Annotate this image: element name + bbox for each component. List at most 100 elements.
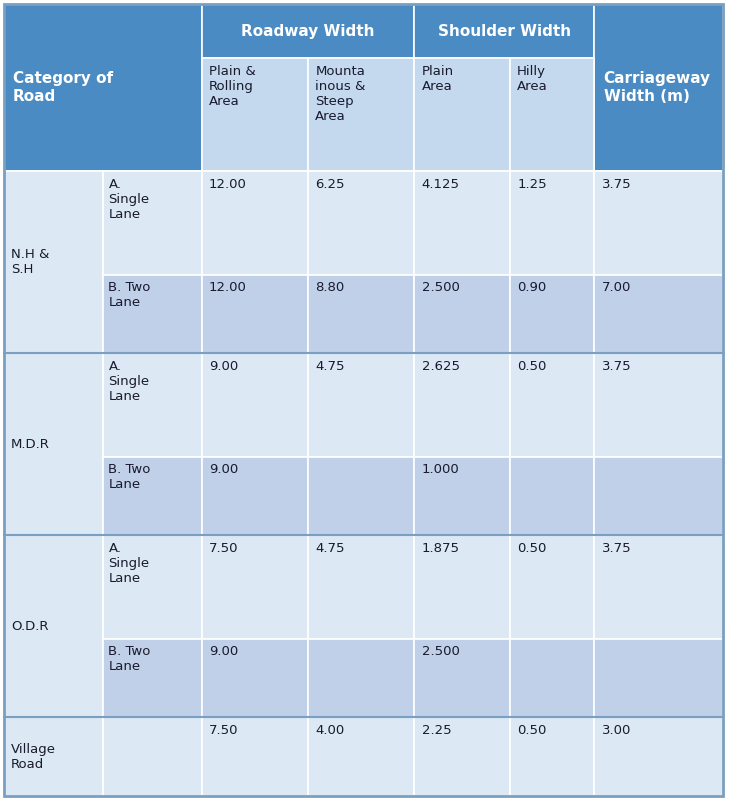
Text: 12.00: 12.00 [209, 178, 247, 190]
Bar [594, 354, 723, 457]
Bar [202, 58, 308, 171]
Text: A.
Single
Lane: A. Single Lane [108, 360, 150, 402]
Text: 2.25: 2.25 [422, 724, 451, 737]
Bar [102, 274, 202, 354]
Bar [4, 4, 202, 171]
Text: 0.50: 0.50 [517, 724, 547, 737]
Bar [202, 171, 308, 274]
Text: A.
Single
Lane: A. Single Lane [108, 178, 150, 221]
Bar [594, 457, 723, 535]
Text: 7.50: 7.50 [209, 542, 239, 554]
Bar [510, 535, 594, 638]
Text: B. Two
Lane: B. Two Lane [108, 281, 151, 309]
Bar [102, 457, 202, 535]
Bar [414, 58, 510, 171]
Bar [202, 638, 308, 718]
Bar [102, 638, 202, 718]
Bar [308, 718, 414, 796]
Text: Plain &
Rolling
Area: Plain & Rolling Area [209, 65, 256, 107]
Text: A.
Single
Lane: A. Single Lane [108, 542, 150, 585]
Bar [414, 171, 510, 274]
Bar [414, 457, 510, 535]
Bar [202, 718, 308, 796]
Bar [202, 4, 414, 58]
Text: Roadway Width: Roadway Width [241, 23, 375, 38]
Bar [4, 718, 102, 796]
Text: Category of
Road: Category of Road [13, 71, 113, 104]
Text: 4.00: 4.00 [315, 724, 345, 737]
Text: 0.90: 0.90 [517, 281, 546, 294]
Text: 4.125: 4.125 [422, 178, 460, 190]
Text: Shoulder Width: Shoulder Width [438, 23, 571, 38]
Bar [308, 535, 414, 638]
Text: 12.00: 12.00 [209, 281, 247, 294]
Bar [102, 354, 202, 457]
Bar [414, 535, 510, 638]
Text: Plain
Area: Plain Area [422, 65, 454, 93]
Text: 6.25: 6.25 [315, 178, 345, 190]
Text: O.D.R: O.D.R [11, 620, 49, 633]
Text: 9.00: 9.00 [209, 360, 238, 373]
Bar [414, 4, 594, 58]
Bar [414, 354, 510, 457]
Bar [414, 718, 510, 796]
Bar [510, 274, 594, 354]
Text: 9.00: 9.00 [209, 645, 238, 658]
Bar [594, 171, 723, 274]
Bar [4, 535, 102, 718]
Text: Hilly
Area: Hilly Area [517, 65, 548, 93]
Text: N.H &
S.H: N.H & S.H [11, 248, 49, 276]
Bar [594, 4, 723, 171]
Bar [202, 354, 308, 457]
Bar [102, 718, 202, 796]
Bar [510, 457, 594, 535]
Bar [594, 638, 723, 718]
Text: 4.75: 4.75 [315, 542, 345, 554]
Bar [510, 58, 594, 171]
Bar [510, 638, 594, 718]
Text: 2.500: 2.500 [422, 281, 460, 294]
Text: B. Two
Lane: B. Two Lane [108, 645, 151, 673]
Bar [102, 171, 202, 274]
Bar [510, 718, 594, 796]
Bar [202, 457, 308, 535]
Bar [594, 274, 723, 354]
Text: M.D.R: M.D.R [11, 438, 50, 450]
Bar [4, 354, 102, 535]
Bar [202, 274, 308, 354]
Bar [414, 638, 510, 718]
Text: 3.00: 3.00 [601, 724, 631, 737]
Bar [308, 354, 414, 457]
Bar [202, 535, 308, 638]
Text: 2.625: 2.625 [422, 360, 460, 373]
Text: 3.75: 3.75 [601, 360, 631, 373]
Text: 1.875: 1.875 [422, 542, 460, 554]
Bar [102, 535, 202, 638]
Text: Mounta
inous &
Steep
Area: Mounta inous & Steep Area [315, 65, 366, 122]
Bar [594, 718, 723, 796]
Text: 3.75: 3.75 [601, 178, 631, 190]
Text: 0.50: 0.50 [517, 360, 547, 373]
Bar [594, 535, 723, 638]
Bar [308, 58, 414, 171]
Text: 3.75: 3.75 [601, 542, 631, 554]
Text: Carriageway
Width (m): Carriageway Width (m) [604, 71, 710, 104]
Text: 7.50: 7.50 [209, 724, 239, 737]
Text: 2.500: 2.500 [422, 645, 460, 658]
Bar [510, 354, 594, 457]
Bar [308, 638, 414, 718]
Bar [414, 274, 510, 354]
Text: 8.80: 8.80 [315, 281, 345, 294]
Bar [308, 274, 414, 354]
Text: B. Two
Lane: B. Two Lane [108, 463, 151, 491]
Text: 9.00: 9.00 [209, 463, 238, 476]
Text: 4.75: 4.75 [315, 360, 345, 373]
Text: Village
Road: Village Road [11, 742, 56, 770]
Text: 1.000: 1.000 [422, 463, 459, 476]
Text: 0.50: 0.50 [517, 542, 547, 554]
Bar [4, 171, 102, 354]
Bar [308, 171, 414, 274]
Text: 1.25: 1.25 [517, 178, 547, 190]
Bar [510, 171, 594, 274]
Text: 7.00: 7.00 [601, 281, 631, 294]
